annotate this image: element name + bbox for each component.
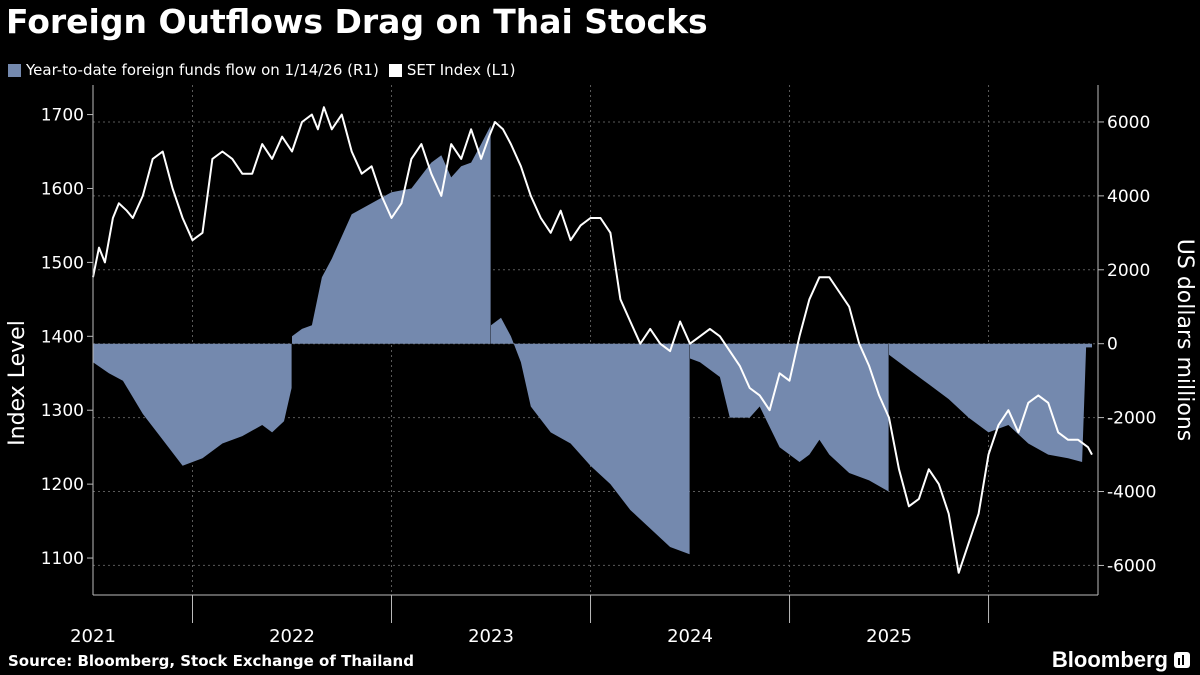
y-left-tick-label: 1200 [41,475,84,495]
flow-area-2023 [491,317,690,555]
bloomberg-chart-icon [1174,652,1190,668]
legend: Year-to-date foreign funds flow on 1/14/… [8,60,525,80]
gridlines [93,85,1098,595]
flow-area-series [93,125,1092,555]
y-left-tick-label: 1100 [41,549,84,569]
legend-label-set-index: SET Index (L1) [406,61,516,79]
x-tick-label: 2024 [667,626,713,647]
y-axis-left-label: Index Level [5,320,30,446]
y-left-tick-label: 1300 [41,401,84,421]
x-tick-label: 2022 [269,626,315,647]
y-left-tick-label: 1400 [41,327,84,347]
y-left-tick-label: 1600 [41,179,84,199]
brand-name: Bloomberg [1051,647,1168,672]
y-right-tick-label: -2000 [1107,409,1156,429]
source-note: Source: Bloomberg, Stock Exchange of Tha… [8,652,414,670]
y-left-tick-label: 1700 [41,106,84,126]
set-index-line [92,106,1093,574]
y-right-tick-label: -4000 [1107,483,1156,503]
x-tick-label: 2023 [468,626,514,647]
x-tick-label: 2021 [70,626,116,647]
legend-swatch-flow [8,63,21,77]
x-tick-label: 2025 [866,626,912,647]
bloomberg-logo: Bloomberg [1052,647,1190,673]
legend-label-flow: Year-to-date foreign funds flow on 1/14/… [26,61,379,79]
flow-area-2024 [690,343,889,492]
flow-area-2021 [93,343,292,466]
set-index-line-series [92,106,1093,574]
y-axis-right-label: US dollars millions [1172,239,1197,441]
y-right-tick-label: 6000 [1107,113,1150,133]
legend-swatch-set-index [388,63,402,77]
flow-area-2025 [889,343,1092,462]
legend-item-flow: Year-to-date foreign funds flow on 1/14/… [8,61,379,79]
y-right-tick-label: 4000 [1107,187,1150,207]
legend-item-set-index: SET Index (L1) [388,61,516,79]
y-right-tick-label: 2000 [1107,261,1150,281]
chart-title: Foreign Outflows Drag on Thai Stocks [6,2,708,41]
y-right-tick-label: 0 [1107,335,1118,355]
y-left-tick-label: 1500 [41,253,84,273]
y-right-tick-label: -6000 [1107,556,1156,576]
axes: 1100 1200 1300 1400 1500 1600 1700 -6000 -4000 -2… [41,85,1156,647]
flow-area-2022 [292,125,491,344]
